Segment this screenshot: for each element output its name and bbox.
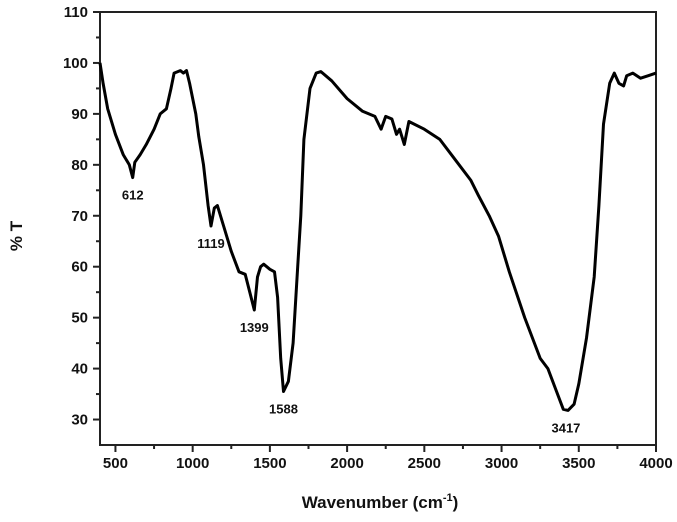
y-tick-label: 30 [71,412,88,429]
peak-label-3417: 3417 [551,420,580,435]
y-tick-label: 40 [71,361,88,378]
x-axis-label: Wavenumber (cm-1) [302,492,459,512]
peak-label-612: 612 [122,188,144,203]
y-tick-label: 60 [71,259,88,276]
peak-label-1588: 1588 [269,402,298,417]
plot-frame [99,11,657,446]
y-tick-label: 110 [64,4,88,21]
x-tick-label: 4000 [639,455,672,472]
x-tick-label: 2000 [330,455,363,472]
y-tick-label: 80 [71,157,88,174]
x-tick-label: 2500 [408,455,441,472]
y-tick-label: 50 [71,310,88,327]
y-tick-label: 90 [71,106,88,123]
y-tick-label: 70 [71,208,88,225]
spectrum-line [98,62,657,412]
peak-label-1399: 1399 [240,320,269,335]
y-axis-label: % T [7,220,26,251]
peak-label-1119: 1119 [197,236,225,251]
x-tick-label: 1000 [176,455,209,472]
axes: 500 1000 1500 2000 2500 3000 3500 4000 30 40 50 60 7… [63,4,673,472]
x-tick-label: 500 [103,455,128,472]
x-tick-label: 1500 [253,455,286,472]
y-tick-label: 100 [63,55,88,72]
x-tick-label: 3000 [485,455,518,472]
x-tick-label: 3500 [562,455,595,472]
